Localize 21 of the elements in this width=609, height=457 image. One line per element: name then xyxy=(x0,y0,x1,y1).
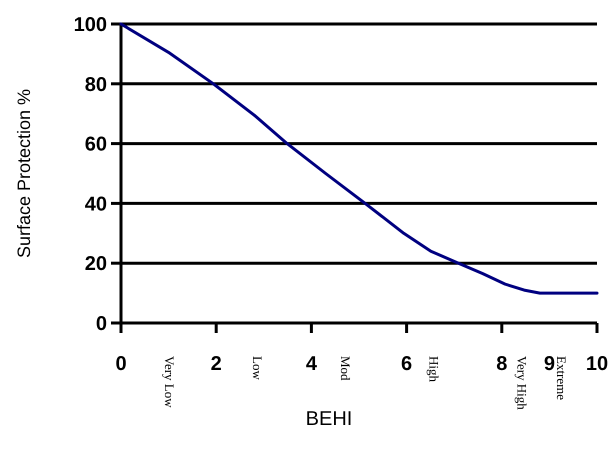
x-tick-label: 0 xyxy=(115,353,127,375)
y-tick-label: 80 xyxy=(84,74,107,96)
y-tick-label: 40 xyxy=(84,193,107,216)
text: Extreme xyxy=(554,356,570,400)
x-tick-label: 9 xyxy=(544,353,555,375)
y-tick-label: 60 xyxy=(84,134,107,156)
text: High xyxy=(426,356,442,382)
x-tick-label: 4 xyxy=(306,353,318,375)
x-tick-label: 2 xyxy=(210,353,222,375)
y-axis-title: Surface Protection % xyxy=(14,88,34,258)
x-tick-label: 6 xyxy=(401,353,412,375)
y-tick-label: 20 xyxy=(84,253,107,276)
x-axis-title: BEHI xyxy=(306,408,352,430)
x-tick-label: 10 xyxy=(586,353,608,375)
text: Low xyxy=(250,356,266,380)
y-tick-label: 100 xyxy=(74,14,107,36)
text: Very High xyxy=(514,356,530,410)
y-tick-label: 0 xyxy=(96,313,107,335)
text: Very Low xyxy=(162,356,177,408)
text: Mod xyxy=(338,356,354,382)
x-tick-label: 8 xyxy=(496,353,508,375)
